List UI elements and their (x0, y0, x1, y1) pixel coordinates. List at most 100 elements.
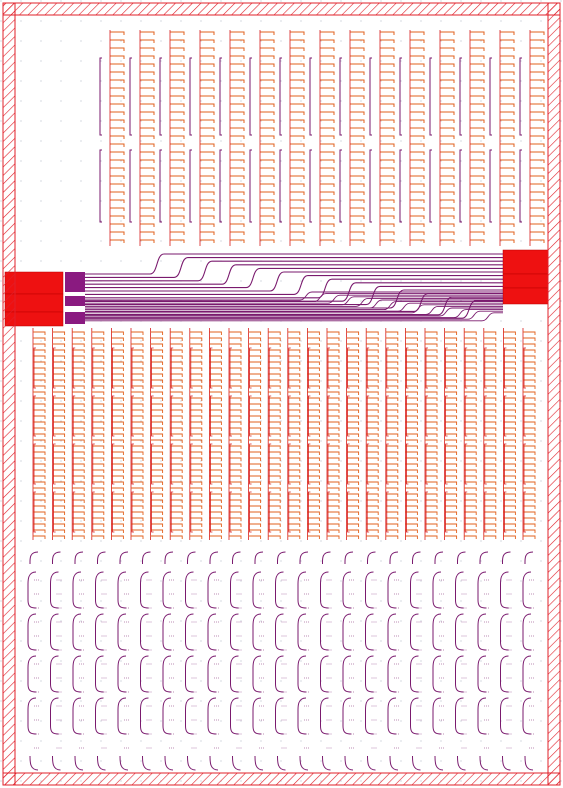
middle-cell-13 (287, 328, 301, 540)
upper-bus-5 (249, 57, 252, 223)
upper-cell-13 (489, 30, 515, 246)
lower-cell-15 (365, 551, 377, 771)
right-pad-2 (502, 287, 549, 305)
middle-cell-4 (111, 328, 124, 540)
lower-ticks-1 (56, 579, 62, 749)
upper-stubs-12 (470, 31, 485, 243)
middle-cell-6 (150, 328, 164, 540)
lower-serpentine-11 (275, 551, 286, 771)
lower-cell-10 (252, 551, 264, 771)
channel-trace-11 (85, 293, 503, 312)
lower-serpentine-16 (387, 551, 399, 771)
upper-cell-7 (309, 30, 335, 246)
left-connector-2 (65, 312, 85, 324)
middle-stubs-19 (405, 331, 418, 539)
lower-array (27, 551, 534, 771)
middle-stubs-17 (366, 331, 379, 539)
middle-stubs-11 (248, 331, 262, 539)
middle-cell-23 (483, 328, 497, 540)
middle-brackets-13 (288, 347, 291, 533)
middle-stubs-8 (189, 331, 203, 539)
middle-brackets-15 (327, 347, 330, 533)
upper-cell-14 (519, 30, 545, 246)
middle-cell-5 (130, 328, 144, 540)
middle-brackets-17 (366, 347, 370, 533)
lower-cell-11 (275, 551, 287, 771)
right-pad-1 (502, 273, 549, 289)
upper-cell-9 (369, 30, 395, 246)
lower-serpentine-14 (342, 551, 354, 771)
upper-array (99, 30, 545, 246)
middle-stubs-13 (287, 331, 301, 539)
lower-cell-18 (432, 551, 444, 771)
lower-cell-6 (162, 551, 174, 771)
middle-brackets-11 (249, 347, 252, 533)
lower-cell-12 (297, 551, 309, 771)
channel-trace-lower-2 (85, 294, 503, 304)
middle-cell-18 (385, 328, 399, 540)
lower-ticks-14 (349, 579, 354, 749)
channel-trace-12 (85, 296, 503, 316)
middle-stubs-3 (91, 331, 105, 539)
middle-brackets-22 (464, 347, 468, 533)
channel-trace-6 (85, 275, 503, 295)
lower-serpentine-3 (95, 551, 106, 771)
lower-ticks-0 (34, 579, 39, 749)
middle-stubs-25 (523, 331, 536, 539)
lower-ticks-2 (79, 579, 84, 749)
middle-stubs-18 (385, 331, 399, 539)
frame-right-band (547, 2, 561, 786)
channel-trace-7 (85, 278, 503, 299)
lower-serpentine-13 (320, 551, 331, 771)
lower-serpentine-1 (50, 551, 61, 771)
upper-cell-6 (279, 30, 305, 246)
frame-bottom-band (2, 772, 561, 786)
lower-ticks-16 (394, 579, 399, 749)
lower-serpentine-2 (72, 551, 84, 771)
lower-serpentine-7 (185, 551, 196, 771)
channel-trace-4 (85, 267, 503, 289)
middle-brackets-8 (190, 347, 193, 533)
upper-bus-3 (189, 57, 192, 223)
upper-stubs-9 (380, 31, 395, 243)
lower-cell-16 (387, 551, 399, 771)
channel-trace-lower-4 (85, 297, 503, 307)
middle-stubs-15 (327, 331, 340, 539)
upper-stubs-5 (260, 31, 275, 243)
lower-ticks-5 (146, 579, 152, 749)
frame-top-band (2, 2, 561, 16)
lower-cell-7 (185, 551, 197, 771)
middle-brackets-16 (347, 347, 350, 533)
middle-brackets-3 (92, 347, 95, 533)
lower-ticks-4 (124, 579, 129, 749)
middle-brackets-12 (268, 347, 272, 533)
lower-ticks-3 (101, 579, 107, 749)
lower-cell-19 (455, 551, 467, 771)
lower-cell-13 (320, 551, 332, 771)
upper-stubs-13 (500, 31, 515, 243)
upper-bus-14 (519, 57, 522, 223)
upper-bus-8 (339, 57, 342, 223)
middle-cell-14 (306, 328, 320, 540)
middle-cell-25 (522, 328, 536, 540)
middle-cell-3 (91, 328, 105, 540)
middle-cell-1 (52, 328, 66, 540)
lower-cell-8 (207, 551, 219, 771)
middle-stubs-16 (346, 331, 360, 539)
upper-stubs-10 (410, 31, 425, 243)
middle-cell-15 (326, 328, 340, 540)
channel-trace-9 (85, 285, 503, 306)
channel-trace-lower-12 (85, 310, 503, 320)
upper-bus-1 (129, 57, 132, 223)
upper-stubs-7 (320, 31, 335, 243)
upper-bus-4 (219, 57, 222, 223)
upper-stubs-11 (440, 31, 455, 243)
lower-cell-2 (72, 551, 84, 771)
channel-trace-13 (85, 300, 503, 319)
lower-serpentine-0 (27, 551, 39, 771)
middle-brackets-1 (53, 347, 56, 533)
middle-brackets-4 (112, 347, 115, 533)
channel-trace-lower-13 (85, 312, 503, 322)
middle-cell-9 (208, 328, 222, 540)
